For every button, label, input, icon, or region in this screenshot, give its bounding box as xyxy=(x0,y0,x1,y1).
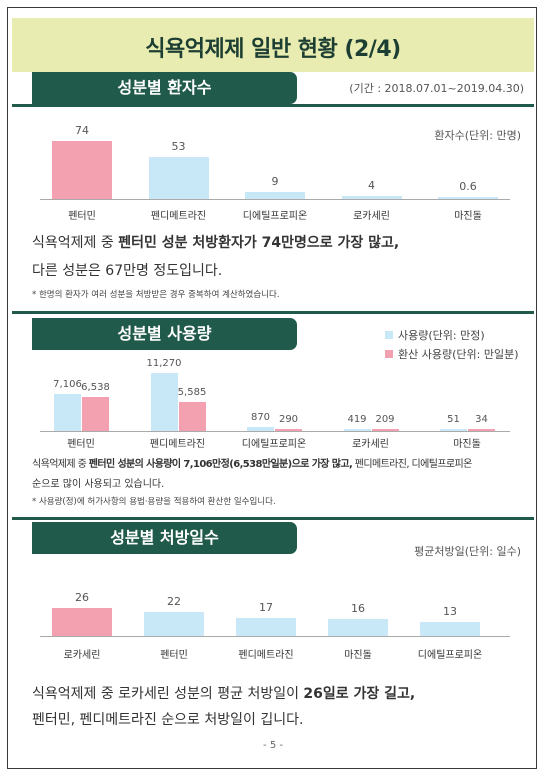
section2-summary-line1-a: 식욕억제제 중 xyxy=(32,459,89,470)
section2-summary-line2: 순으로 많이 사용되고 있습니다. xyxy=(32,479,165,490)
section1-value-2: 53 xyxy=(171,140,186,154)
legend-usage-label: 사용량(단위: 만정) xyxy=(398,329,485,342)
section3-bar-4 xyxy=(328,618,388,636)
section2-value-2-series1: 11,270 xyxy=(146,358,182,369)
section2-bar-5-series2 xyxy=(468,429,495,431)
section3-bar-5 xyxy=(420,622,480,636)
section2-header: 성분별 사용량 xyxy=(32,318,297,350)
section3-baseline xyxy=(40,636,510,637)
section2-value-1-series2: 6,538 xyxy=(81,382,110,394)
section3-category-5: 디에틸프로피온 xyxy=(417,650,483,661)
section2-bar-5-series1 xyxy=(440,429,467,431)
section3-bar-3 xyxy=(236,617,296,636)
section2-category-4: 로카세린 xyxy=(352,439,389,450)
section2-category-2: 펜디메트라진 xyxy=(149,439,206,450)
section1-unit: 환자수(단위: 만명) xyxy=(434,129,521,142)
section3-summary-line1-a: 식욕억제제 중 로카세린 성분의 평균 처방일이 xyxy=(32,686,304,702)
section2-baseline xyxy=(40,431,510,432)
section2-bar-1-series2 xyxy=(82,397,109,431)
section2-category-1: 펜터민 xyxy=(67,439,95,450)
page-frame xyxy=(7,7,537,769)
section2-summary-line1-c: 펜디메트라진, 디에틸프로피온 xyxy=(352,459,473,470)
section3-unit: 평균처방일(단위: 일수) xyxy=(414,545,521,558)
section1-category-3: 디에틸프로피온 xyxy=(242,211,308,222)
section2-bar-4-series2 xyxy=(371,429,399,431)
section3-header: 성분별 처방일수 xyxy=(32,522,297,554)
section2-value-4-series2: 209 xyxy=(375,414,395,425)
section1-bar-3 xyxy=(245,191,305,199)
section2-value-3-series2: 290 xyxy=(278,414,299,425)
page-number: - 5 - xyxy=(263,740,283,751)
section2-summary-line1-b: 펜터민 성분의 사용량이 7,106만정(6,538만일분)으로 가장 많고, xyxy=(88,459,353,470)
section2-bar-2-series2 xyxy=(178,402,206,431)
section1-value-4: 4 xyxy=(368,178,375,192)
section2-value-5-series1: 51 xyxy=(447,414,460,425)
title-band: 식욕억제제 일반 현황 (2/4) xyxy=(12,18,534,72)
section2-value-2-series2: 5,585 xyxy=(177,387,207,399)
section3-summary-line1: 식욕억제제 중 로카세린 성분의 평균 처방일이 26일로 가장 길고, xyxy=(32,683,415,703)
section1-value-5: 0.6 xyxy=(459,180,477,193)
legend-converted-swatch xyxy=(385,350,393,358)
section1-divider xyxy=(12,104,534,107)
section3-value-3: 17 xyxy=(259,600,273,614)
section2-value-4-series1: 419 xyxy=(347,413,367,425)
section3-category-3: 펜디메트라진 xyxy=(238,650,294,661)
section2-value-1-series1: 7,106 xyxy=(53,379,82,391)
legend-converted-label: 환산 사용량(단위: 만일분) xyxy=(398,348,519,361)
section3-summary-line2: 펜터민, 펜디메트라진 순으로 처방일이 깁니다. xyxy=(32,712,304,728)
legend-usage-swatch xyxy=(385,331,393,339)
section2-category-3: 디에틸프로피온 xyxy=(241,439,307,450)
section3-category-1: 로카세린 xyxy=(63,650,101,661)
section1-category-4: 로카세린 xyxy=(353,211,390,222)
section2-bar-1-series1 xyxy=(54,394,81,431)
section3-category-2: 펜터민 xyxy=(160,650,188,661)
section1-summary-line2: 다른 성분은 67만명 정도입니다. xyxy=(32,263,223,279)
section3-bar-1 xyxy=(52,608,112,636)
section1-category-2: 펜디메트라진 xyxy=(150,211,207,222)
section3-bar-2 xyxy=(144,612,204,636)
section3-summary-line1-b: 26일로 가장 길고, xyxy=(303,686,416,702)
section1-period: (기간 : 2018.07.01~2019.04.30) xyxy=(349,82,524,95)
section1-summary-line1: 식욕억제제 중 펜터민 성분 처방환자가 74만명으로 가장 많고, xyxy=(32,232,399,252)
section1-summary-line1-a: 식욕억제제 중 xyxy=(32,235,119,251)
section2-divider xyxy=(12,311,534,314)
section3-value-5: 13 xyxy=(443,605,457,618)
section2-value-5-series2: 34 xyxy=(475,414,488,425)
section1-bar-2 xyxy=(148,157,209,199)
section1-header: 성분별 환자수 xyxy=(32,72,297,104)
section2-bar-4-series1 xyxy=(343,428,371,431)
section2-bar-3-series2 xyxy=(275,429,302,431)
section2-summary-line1: 식욕억제제 중 펜터민 성분의 사용량이 7,106만정(6,538만일분)으로… xyxy=(32,455,472,470)
section1-bar-5 xyxy=(438,197,498,199)
section1-footnote: * 한명의 환자가 여러 성분을 처방받은 경우 중복하여 계산하였습니다. xyxy=(32,290,280,300)
section3-category-4: 마진돌 xyxy=(344,650,372,661)
page-title: 식욕억제제 일반 현황 (2/4) xyxy=(145,37,401,62)
section1-value-3: 9 xyxy=(271,174,279,188)
section3-divider xyxy=(12,517,534,520)
section2-category-5: 마진돌 xyxy=(453,439,481,450)
section1-baseline xyxy=(40,199,510,200)
section3-value-2: 22 xyxy=(167,595,181,609)
section1-bar-4 xyxy=(341,195,402,199)
section2-bar-3-series1 xyxy=(247,426,274,431)
section3-value-4: 16 xyxy=(351,601,365,615)
section2-footnote: * 사용량(정)에 허가사항의 용법·용량을 적용하여 환산한 일수입니다. xyxy=(32,497,276,507)
section1-category-5: 마진돌 xyxy=(454,211,482,222)
section2-bar-2-series1 xyxy=(150,373,178,431)
section2-value-3-series1: 870 xyxy=(250,411,271,423)
section1-category-1: 펜터민 xyxy=(68,211,96,222)
section1-summary-line1-b: 펜터민 성분 처방환자가 74만명으로 가장 많고, xyxy=(118,235,400,251)
section1-value-1: 74 xyxy=(75,124,89,137)
section3-value-1: 26 xyxy=(75,591,89,604)
section1-bar-1 xyxy=(52,141,112,199)
